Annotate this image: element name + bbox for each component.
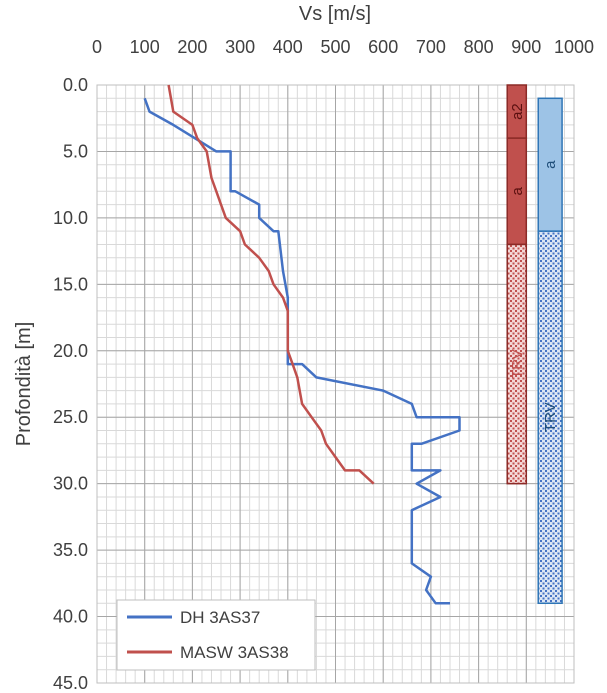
x-tick-label: 100 <box>130 37 160 57</box>
y-tick-label: 20.0 <box>53 341 88 361</box>
legend-label-masw: MASW 3AS38 <box>180 643 289 662</box>
stratum-label: a <box>542 160 559 169</box>
major-grid <box>96 84 575 684</box>
stratum-label: TRV <box>509 349 526 379</box>
series-line-0 <box>143 97 461 605</box>
y-tick-label: 30.0 <box>53 474 88 494</box>
x-tick-label: 0 <box>92 37 102 57</box>
y-tick-label: 35.0 <box>53 540 88 560</box>
y-axis-title: Profondità [m] <box>13 322 35 447</box>
x-tick-label: 600 <box>368 37 398 57</box>
x-tick-labels: 0 100 200 300 400 500 600 700 800 900 1000 <box>92 37 594 57</box>
y-tick-label: 25.0 <box>53 407 88 427</box>
stratum-label: TRV <box>542 402 559 432</box>
legend-box <box>116 599 316 671</box>
plot-frame <box>96 84 575 684</box>
x-tick-label: 200 <box>177 37 207 57</box>
x-tick-label: 700 <box>416 37 446 57</box>
series-line-1 <box>167 84 375 485</box>
x-tick-label: 400 <box>273 37 303 57</box>
y-tick-label: 10.0 <box>53 208 88 228</box>
stratigraphy-columns: a2 a TRV a TRV <box>506 84 563 605</box>
legend-label-dh: DH 3AS37 <box>180 608 260 627</box>
x-tick-label: 900 <box>511 37 541 57</box>
y-tick-label: 15.0 <box>53 274 88 294</box>
y-tick-label: 45.0 <box>53 673 88 693</box>
x-tick-label: 300 <box>225 37 255 57</box>
y-tick-label: 5.0 <box>63 141 88 161</box>
x-tick-label: 500 <box>320 37 350 57</box>
x-tick-label: 1000 <box>554 37 594 57</box>
series-lines <box>143 84 461 605</box>
stratum-label: a2 <box>509 103 526 120</box>
stratum-label: a <box>509 186 526 195</box>
y-tick-labels: 0.0 5.0 10.0 15.0 20.0 25.0 30.0 35.0 40.0 45.0 <box>53 75 88 693</box>
x-tick-label: 800 <box>464 37 494 57</box>
stratum-trv-block <box>537 230 563 605</box>
stratum-trv-block <box>506 243 528 485</box>
legend: DH 3AS37 MASW 3AS38 <box>116 599 316 671</box>
y-tick-label: 40.0 <box>53 607 88 627</box>
x-axis-title: Vs [m/s] <box>299 3 371 25</box>
y-tick-label: 0.0 <box>63 75 88 95</box>
